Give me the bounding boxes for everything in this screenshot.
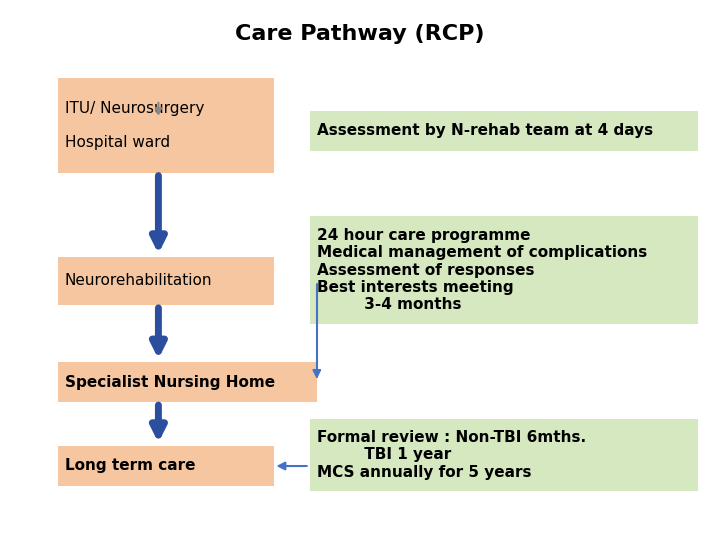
- Text: Long term care: Long term care: [65, 458, 195, 473]
- FancyBboxPatch shape: [58, 256, 274, 305]
- FancyBboxPatch shape: [310, 418, 698, 491]
- Text: 24 hour care programme
Medical management of complications
Assessment of respons: 24 hour care programme Medical managemen…: [317, 228, 647, 312]
- Text: Specialist Nursing Home: Specialist Nursing Home: [65, 375, 275, 389]
- FancyBboxPatch shape: [310, 111, 698, 151]
- Text: Formal review : Non-TBI 6mths.
         TBI 1 year
MCS annually for 5 years: Formal review : Non-TBI 6mths. TBI 1 yea…: [317, 430, 586, 480]
- FancyBboxPatch shape: [58, 362, 317, 402]
- Text: Care Pathway (RCP): Care Pathway (RCP): [235, 24, 485, 44]
- Text: Assessment by N-rehab team at 4 days: Assessment by N-rehab team at 4 days: [317, 124, 653, 138]
- Text: ITU/ Neurosurgery

Hospital ward: ITU/ Neurosurgery Hospital ward: [65, 100, 204, 151]
- FancyBboxPatch shape: [58, 446, 274, 486]
- Text: Neurorehabilitation: Neurorehabilitation: [65, 273, 212, 288]
- FancyBboxPatch shape: [58, 78, 274, 173]
- FancyBboxPatch shape: [310, 216, 698, 324]
